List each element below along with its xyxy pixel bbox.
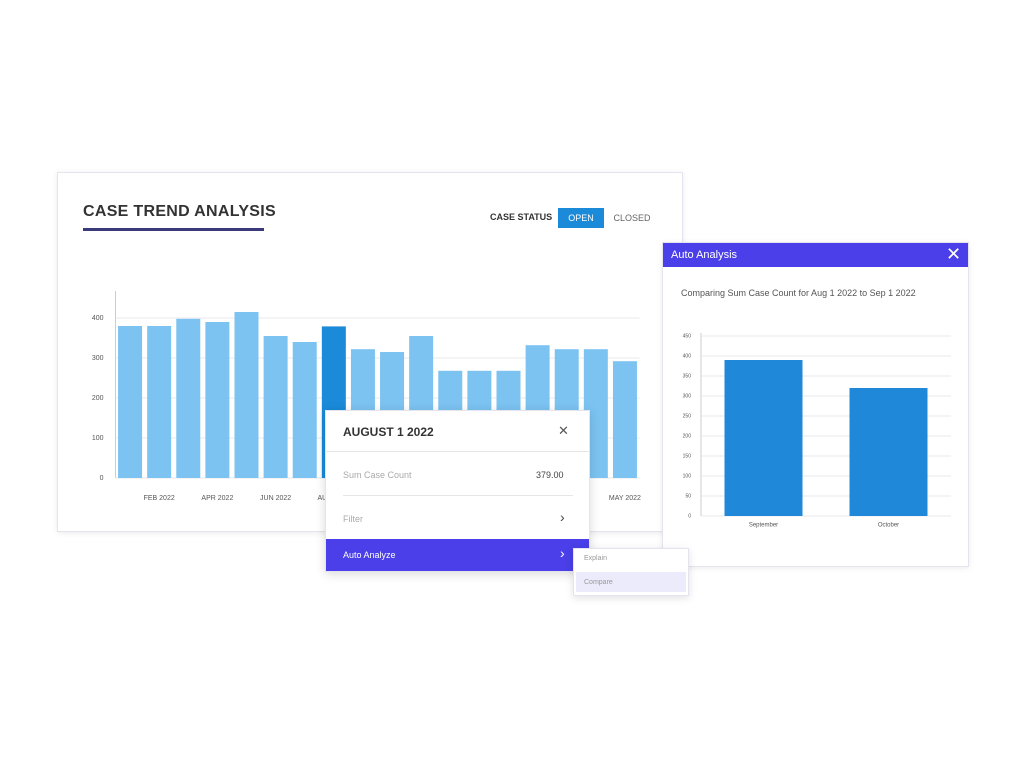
y-tick-label: 0 bbox=[688, 513, 691, 519]
bar bbox=[724, 360, 803, 516]
y-tick-label: 0 bbox=[100, 475, 104, 482]
metric-label: Sum Case Count bbox=[343, 470, 412, 480]
divider bbox=[326, 451, 589, 452]
panel-title: Auto Analysis bbox=[671, 249, 738, 261]
closed-button[interactable]: CLOSED bbox=[613, 213, 651, 223]
bar bbox=[612, 361, 637, 478]
chevron: › bbox=[560, 509, 565, 525]
open-button[interactable]: OPEN bbox=[558, 208, 604, 228]
y-tick-label: 300 bbox=[92, 355, 104, 362]
x-tick-label: MAY 2022 bbox=[609, 495, 641, 502]
x-tick-label: October bbox=[878, 523, 899, 529]
status-label: CASE STATUS bbox=[490, 212, 553, 222]
x-tick-label: JUN 2022 bbox=[260, 495, 291, 502]
y-tick-label: 200 bbox=[683, 433, 692, 439]
y-tick-label: 250 bbox=[683, 413, 692, 419]
x-tick-label: September bbox=[749, 523, 778, 529]
y-tick-label: 200 bbox=[92, 395, 104, 402]
y-tick-label: 350 bbox=[683, 373, 692, 379]
bar bbox=[263, 336, 288, 478]
y-tick-label: 450 bbox=[683, 333, 692, 339]
submenu-highlight bbox=[576, 572, 686, 592]
title-underline bbox=[83, 228, 264, 231]
y-tick-label: 150 bbox=[683, 453, 692, 459]
y-tick-label: 100 bbox=[92, 435, 104, 442]
popup: AUGUST 1 2022 ✕ Sum Case Count 379.00 Fi… bbox=[325, 410, 590, 572]
compare-chart: 0 50 100 150 200 250 300 350 400 450 September Octo… bbox=[683, 333, 951, 529]
bar bbox=[147, 326, 172, 478]
popup-close[interactable]: ✕ bbox=[558, 423, 569, 438]
bar bbox=[292, 342, 317, 478]
y-tick-label: 100 bbox=[683, 473, 692, 479]
submenu-item[interactable]: Compare bbox=[584, 579, 613, 586]
submenu-item[interactable]: Explain bbox=[584, 555, 607, 562]
bar bbox=[234, 312, 259, 478]
auto-analysis-panel: Auto Analysis ✕ Comparing Sum Case Count… bbox=[662, 242, 969, 567]
y-tick-label: 50 bbox=[685, 493, 691, 499]
close-button[interactable]: ✕ bbox=[946, 244, 962, 264]
filter-item[interactable]: Filter bbox=[343, 514, 363, 524]
auto-analyze-label: Auto Analyze bbox=[343, 550, 396, 560]
submenu: Explain Compare bbox=[573, 548, 689, 596]
metric-value: 379.00 bbox=[536, 470, 564, 480]
bar bbox=[205, 322, 230, 478]
bar bbox=[849, 388, 928, 516]
bar bbox=[176, 318, 201, 478]
y-tick-label: 400 bbox=[683, 353, 692, 359]
y-tick-label: 300 bbox=[683, 393, 692, 399]
x-tick-label: APR 2022 bbox=[201, 495, 233, 502]
auto-analyze-item[interactable] bbox=[326, 539, 589, 571]
x-tick-label: FEB 2022 bbox=[144, 495, 175, 502]
bar bbox=[118, 326, 143, 478]
popup-title: AUGUST 1 2022 bbox=[343, 425, 434, 439]
chevron: › bbox=[560, 545, 565, 561]
chart-title: CASE TREND ANALYSIS bbox=[83, 203, 276, 220]
panel-header bbox=[663, 243, 968, 267]
panel-subtitle: Comparing Sum Case Count for Aug 1 2022 … bbox=[681, 288, 916, 298]
divider bbox=[343, 495, 573, 496]
y-tick-label: 400 bbox=[92, 315, 104, 322]
